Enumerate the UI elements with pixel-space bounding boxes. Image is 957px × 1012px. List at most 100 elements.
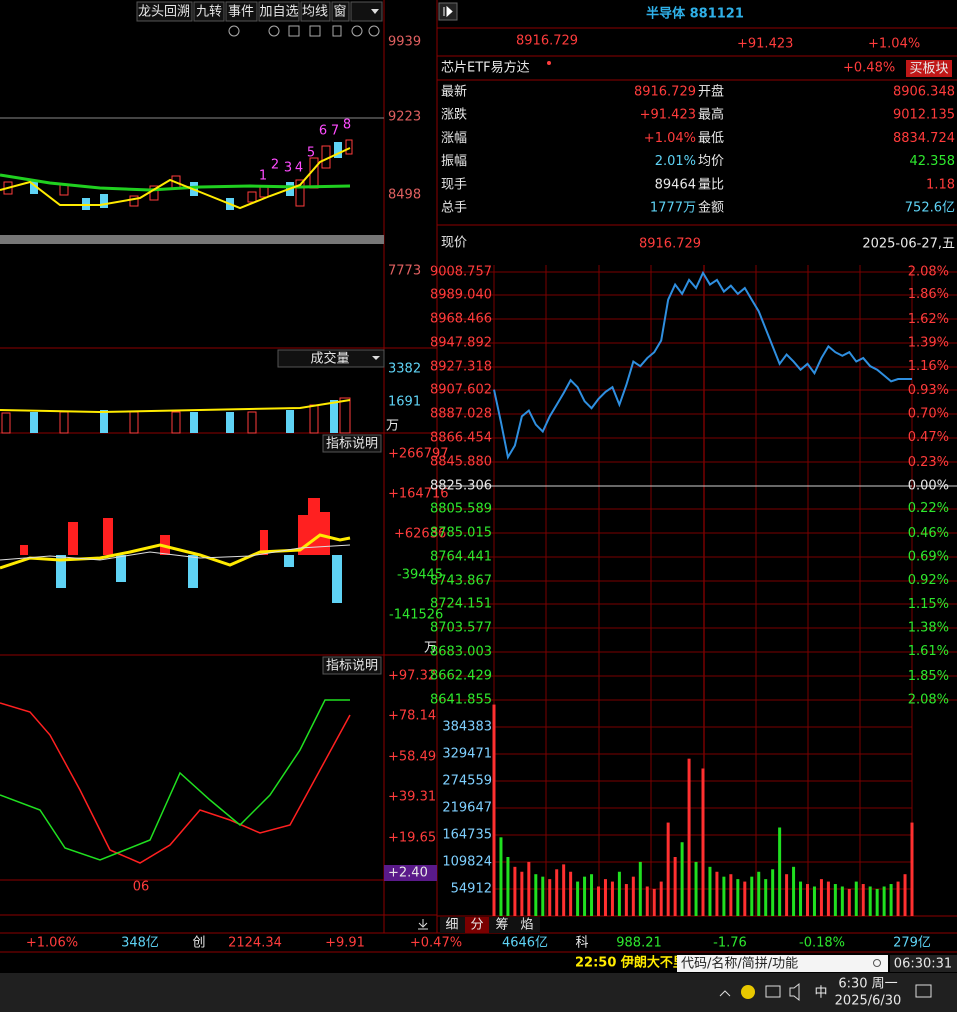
btn-label[interactable]: 龙头回溯 [138,4,190,20]
btn[interactable] [300,1,331,22]
y2-tick-label: 1.61% [908,644,949,659]
td-count: 2 [271,158,279,173]
y-tick-label: 8887.028 [430,406,492,421]
btn-label[interactable]: 加自选 [259,5,298,20]
volume-bar [764,879,768,916]
dropdown-icon[interactable] [372,356,380,360]
dropdown-icon[interactable] [371,9,379,14]
intraday-chart: 9008.757 8989.040 8968.466 8947.892 8927.318… [430,265,957,916]
ime[interactable]: 中 [814,986,827,1001]
volume-bar [534,874,538,916]
btn[interactable] [322,656,382,675]
td-count: 6 [319,124,327,139]
btn-label[interactable]: 买板块 [909,62,948,77]
btn-label[interactable]: 九转 [196,5,222,20]
y-tick-label: 8907.602 [430,382,492,397]
tray-icon[interactable] [719,990,731,997]
btn[interactable] [322,434,382,453]
tray-icon[interactable] [789,982,800,1002]
toolbar: 龙头回溯 九转 事件 加自选 均线 窗 [136,1,383,37]
td-count: 1 [259,169,267,184]
icon[interactable] [443,5,453,18]
change: +91.423 [737,37,793,52]
volume-bar [687,758,691,916]
taskbar-bg [0,973,957,1012]
btn-label[interactable]: 窗 [333,4,346,20]
y2-tick-label: 1.62% [908,312,949,327]
axis-label: +97.32 [388,669,436,684]
search-placeholder[interactable]: 代码/名称/简拼/功能 [681,956,798,972]
volume-bar [652,888,656,916]
selector-label[interactable]: 成交量 [310,351,349,367]
y2-tick-label: 0.70% [908,406,949,421]
volume-bar [541,876,545,916]
volume-bar [847,888,851,916]
btn[interactable] [225,1,258,22]
btn-label[interactable]: 事件 [228,5,254,20]
y-tick-label: 9008.757 [430,265,492,280]
y2-tick-label: 0.47% [908,430,949,445]
axis-label: +78.14 [388,709,436,724]
btn-label[interactable]: 指标说明 [326,437,378,452]
y-tick-label: 8968.466 [430,312,492,327]
volume-bar [715,871,719,916]
status: +1.06% [26,936,78,951]
date[interactable]: 2025/6/30 [835,994,902,1009]
y-tick-label: 8662.429 [430,668,492,683]
notify-icon[interactable] [915,984,932,998]
btn[interactable] [258,1,300,22]
tray-icon[interactable] [741,985,755,999]
btn[interactable] [331,1,350,22]
y-tick-label: 8947.892 [430,336,492,351]
volume-bar [590,874,594,916]
row-label: 涨幅 [441,131,467,146]
btn[interactable] [136,1,193,22]
date-label: 06 [133,880,150,895]
search-box[interactable] [677,955,888,972]
time[interactable]: 6:30 周一 [838,977,897,992]
tab[interactable]: 分 [470,918,483,933]
status: 2124.34 [228,936,282,951]
volume-bar [576,881,580,916]
tray-icon[interactable] [765,985,781,998]
axis-label: +19.65 [388,831,436,846]
etf-name[interactable]: 芯片ETF易方达 [441,60,530,76]
y-tick-label: 54912 [451,881,492,896]
volume-bar [903,874,907,916]
btn[interactable] [350,1,383,22]
v-grid [493,265,913,916]
dot [547,61,551,65]
btn-label[interactable]: 指标说明 [326,659,378,674]
taskbar: 中 6:30 周一 2025/6/30 [0,973,957,1012]
search-icon[interactable] [873,959,881,967]
volume-bar [631,876,635,916]
row-label: 开盘 [698,84,724,100]
axis-label: +39.31 [388,790,436,805]
y2-tick-label: 0.22% [908,501,949,516]
tool-icons [228,25,380,37]
volume-bar [736,879,740,916]
download-icon[interactable] [418,919,428,930]
volume-bar [659,881,663,916]
row-value: 1.18 [926,177,955,192]
tab[interactable]: 细 [445,918,458,933]
status: 4646亿 [502,936,548,951]
volume-bar [785,874,789,916]
btn-label[interactable]: 均线 [302,5,328,20]
row-label: 总手 [441,201,467,216]
ticker[interactable]: 22:50 伊朗大不里 [575,955,686,971]
btn[interactable] [193,1,225,22]
y2-tick-label: 2.08% [908,693,949,708]
axis-label: -141526 [389,608,443,623]
price-line [493,270,912,460]
quote-table: 最新 8916.729 开盘 8906.348 涨跌 +91.423 最高 9012.135 涨… [441,84,955,216]
selector[interactable] [277,349,385,368]
volume-bar [645,886,649,916]
btn[interactable] [906,60,952,77]
tab[interactable]: 筹 [495,917,508,933]
volume-bar [548,879,552,916]
row-value: 42.358 [910,154,956,169]
row-label: 现手 [441,177,467,192]
row-value: 752.6亿 [905,201,955,216]
tab[interactable]: 焰 [520,918,533,933]
